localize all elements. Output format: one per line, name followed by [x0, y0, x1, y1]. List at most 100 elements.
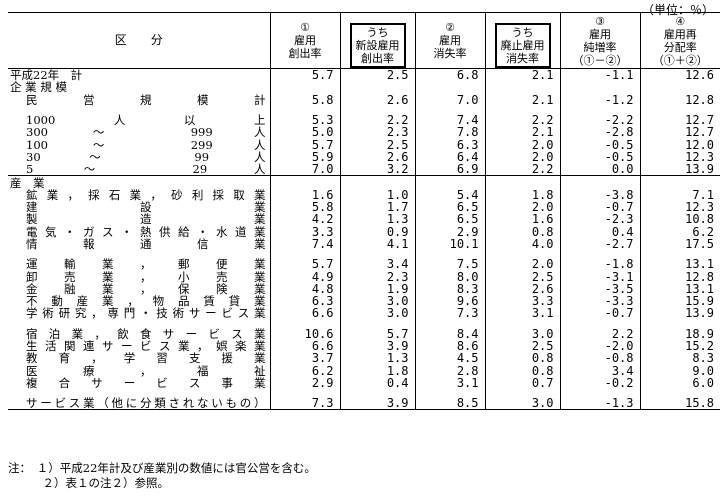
- row-value: 4.5: [414, 352, 485, 365]
- row-value: 2.8: [414, 365, 485, 377]
- row-value: [269, 81, 340, 94]
- row-value: 2.5: [484, 340, 560, 353]
- table-row: 医療，福祉 6.2 1.8 2.8 0.8 3.4 9.0: [8, 365, 720, 377]
- row-value: 3.9: [339, 340, 415, 353]
- header-net-increase-rate: ③ 雇用 純増率 （①－②）: [559, 12, 640, 69]
- row-value: 8.0: [414, 270, 485, 283]
- row-value: 6.8: [414, 68, 485, 82]
- row-value: [484, 175, 560, 189]
- row-value: [414, 81, 485, 94]
- row-value: [559, 389, 640, 398]
- row-value: [339, 250, 415, 259]
- row-value: 0.9: [339, 226, 415, 238]
- row-value: 12.0: [639, 138, 720, 151]
- row-value: 4.9: [269, 270, 340, 283]
- row-value: 3.1: [484, 307, 560, 320]
- row-label: 複合サービス事業: [26, 376, 266, 390]
- row-value: [639, 389, 720, 398]
- row-value: 4.8: [269, 283, 340, 296]
- row-value: [269, 105, 340, 114]
- row-value: 3.2: [339, 163, 415, 176]
- row-value: 2.1: [484, 94, 560, 106]
- row-value: [484, 319, 560, 328]
- row-value: 2.6: [339, 151, 415, 164]
- row-value: 3.0: [484, 328, 560, 340]
- row-value: 2.6: [339, 94, 415, 106]
- header-new-establishment-creation-rate: うち 新設雇用 創出率: [339, 12, 415, 69]
- row-value: 10.1: [414, 238, 485, 251]
- row-value: [414, 105, 485, 114]
- row-value: 4.1: [339, 238, 415, 251]
- row-value: 9.6: [414, 295, 485, 308]
- header-line: ②: [445, 21, 455, 34]
- header-reallocation-rate: ④ 雇用再 分配率 （①＋②）: [639, 12, 720, 69]
- table-row: 産 業: [8, 175, 720, 189]
- table-body: 平成22年 計 5.7 2.5 6.8 2.1 -1.1 12.6 企 業 規 模民営規模計 5…: [8, 68, 720, 410]
- row-value: 3.0: [339, 295, 415, 308]
- row-value: 3.0: [339, 307, 415, 320]
- row-value: 7.0: [269, 163, 340, 176]
- row-value: [559, 105, 640, 114]
- row-value: 8.3: [414, 283, 485, 296]
- row-value: 6.2: [639, 226, 720, 238]
- row-value: [639, 250, 720, 259]
- table-row: 電気・ガス・熱供給・水道業 3.3 0.9 2.9 0.8 0.4 6.2: [8, 226, 720, 238]
- row-value: 2.0: [484, 138, 560, 151]
- row-value: -3.3: [559, 295, 640, 308]
- table-row: 平成22年 計 5.7 2.5 6.8 2.1 -1.1 12.6: [8, 68, 720, 82]
- row-value: 0.4: [559, 226, 640, 238]
- row-value: 1.3: [339, 352, 415, 365]
- row-value: -0.2: [559, 377, 640, 390]
- row-value: 5.8: [269, 94, 340, 106]
- header-line: （①＋②）: [652, 53, 708, 67]
- header-category: 区 分: [114, 33, 163, 47]
- note-1: 注： １）平成22年計及び産業別の数値には官公営を含む。: [8, 461, 316, 475]
- row-value: 2.1: [484, 68, 560, 82]
- header-line: うち: [511, 26, 534, 39]
- table-row: 5 〜 29人 7.0 3.2 6.9 2.2 0.0 13.9: [8, 163, 720, 176]
- table-row: 鉱業，採石業，砂利採取業 1.6 1.0 5.4 1.8 -3.8 7.1: [8, 189, 720, 201]
- row-value: 3.3: [269, 226, 340, 238]
- row-value: -0.5: [559, 151, 640, 164]
- row-value: 3.1: [414, 377, 485, 390]
- row-value: 0.4: [339, 377, 415, 390]
- row-value: 5.4: [414, 189, 485, 201]
- table-row: 複合サービス事業 2.9 0.4 3.1 0.7 -0.2 6.0: [8, 376, 720, 390]
- row-value: 3.4: [339, 258, 415, 271]
- table-row: 企 業 規 模: [8, 81, 720, 94]
- table-row: 100 〜 299人 5.7 2.5 6.3 2.0 -0.5 12.0: [8, 138, 720, 151]
- header-closure-destruction-rate: うち 廃止雇用 消失率: [484, 12, 560, 69]
- row-value: -0.7: [559, 307, 640, 320]
- row-value: 0.8: [484, 365, 560, 377]
- row-value: 0.8: [484, 226, 560, 238]
- row-value: 7.1: [639, 189, 720, 201]
- table-row: 1000人以上 5.3 2.2 7.4 2.2 -2.2 12.7: [8, 113, 720, 127]
- row-label: [8, 320, 270, 328]
- row-value: [639, 319, 720, 328]
- row-value: -2.8: [559, 126, 640, 139]
- header-line: 消失率: [433, 47, 467, 60]
- row-value: 2.2: [339, 114, 415, 127]
- row-value: 0.8: [484, 352, 560, 365]
- row-value: 15.8: [639, 397, 720, 410]
- row-label: 企 業 規 模: [10, 81, 67, 94]
- row-value: -0.8: [559, 352, 640, 365]
- row-value: -2.7: [559, 238, 640, 251]
- row-value: 1.9: [339, 283, 415, 296]
- row-label: 卸売業，小売業: [26, 270, 266, 283]
- table-row: 宿泊業，飲食サービス業 10.6 5.7 8.4 3.0 2.2 18.9: [8, 328, 720, 340]
- row-value: [559, 175, 640, 189]
- row-value: [559, 250, 640, 259]
- row-value: 5.3: [269, 114, 340, 127]
- table-row: 製造業 4.2 1.3 6.5 1.6 -2.3 10.8: [8, 213, 720, 226]
- row-label: 1000人以上: [26, 113, 266, 127]
- header-line: 分配率: [663, 40, 697, 54]
- table-row: 30 〜 99人 5.9 2.6 6.4 2.0 -0.5 12.3: [8, 151, 720, 164]
- row-value: 1.7: [339, 201, 415, 214]
- row-value: [414, 389, 485, 398]
- row-value: [639, 81, 720, 94]
- header-line: 雇用再: [663, 27, 697, 41]
- row-value: -1.2: [559, 94, 640, 106]
- row-value: 4.2: [269, 213, 340, 226]
